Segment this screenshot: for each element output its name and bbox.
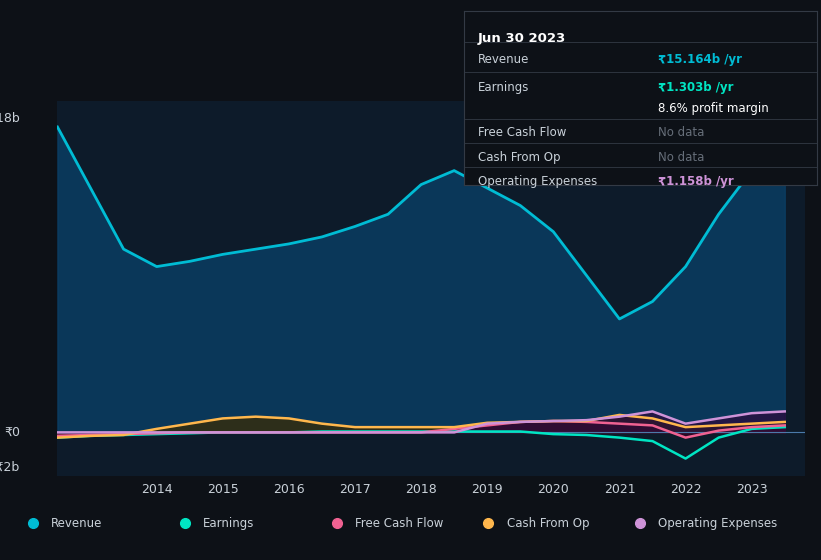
Text: ₹18b: ₹18b [0,112,21,125]
Text: ₹1.158b /yr: ₹1.158b /yr [658,175,734,188]
Text: Free Cash Flow: Free Cash Flow [355,516,443,530]
Text: Free Cash Flow: Free Cash Flow [478,126,566,139]
Text: Operating Expenses: Operating Expenses [478,175,597,188]
Text: No data: No data [658,126,704,139]
Text: Cash From Op: Cash From Op [478,151,561,164]
Text: Revenue: Revenue [478,53,530,66]
Text: Operating Expenses: Operating Expenses [658,516,777,530]
Text: -₹2b: -₹2b [0,461,21,474]
Text: 8.6% profit margin: 8.6% profit margin [658,102,768,115]
Text: Revenue: Revenue [51,516,103,530]
Text: Earnings: Earnings [478,81,530,94]
Text: ₹1.303b /yr: ₹1.303b /yr [658,81,733,94]
Text: ₹0: ₹0 [4,426,21,439]
Text: Jun 30 2023: Jun 30 2023 [478,32,566,45]
Text: Cash From Op: Cash From Op [507,516,589,530]
Text: No data: No data [658,151,704,164]
Text: Earnings: Earnings [203,516,255,530]
Text: ₹15.164b /yr: ₹15.164b /yr [658,53,742,66]
